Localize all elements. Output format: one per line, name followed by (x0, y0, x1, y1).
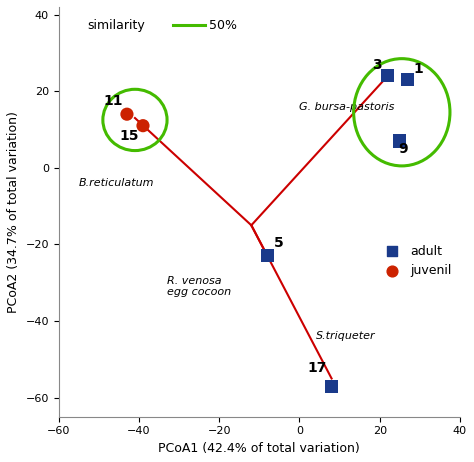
X-axis label: PCoA1 (42.4% of total variation): PCoA1 (42.4% of total variation) (158, 442, 360, 455)
Text: S.triqueter: S.triqueter (316, 331, 375, 341)
Point (396, 137, 403, 145)
Point (384, 72, 392, 79)
Text: 9: 9 (398, 142, 408, 156)
Text: 17: 17 (308, 361, 327, 375)
Point (139, 122, 147, 129)
Text: 1: 1 (414, 62, 424, 76)
Point (123, 110, 131, 118)
Text: 3: 3 (372, 58, 382, 72)
Legend: adult, juvenil: adult, juvenil (377, 242, 454, 280)
Point (264, 252, 271, 260)
Text: B.reticulatum: B.reticulatum (79, 178, 154, 188)
Point (404, 76, 411, 84)
Text: R. venosa
egg cocoon: R. venosa egg cocoon (167, 276, 231, 298)
Y-axis label: PCoA2 (34.7% of total variation): PCoA2 (34.7% of total variation) (7, 111, 20, 313)
Point (328, 383, 336, 390)
Text: G. bursa-pastoris: G. bursa-pastoris (300, 102, 395, 111)
Text: 11: 11 (103, 94, 123, 109)
Text: 5: 5 (273, 236, 283, 250)
Text: 50%: 50% (209, 19, 237, 32)
Text: similarity: similarity (87, 19, 145, 32)
Text: 15: 15 (119, 129, 139, 143)
